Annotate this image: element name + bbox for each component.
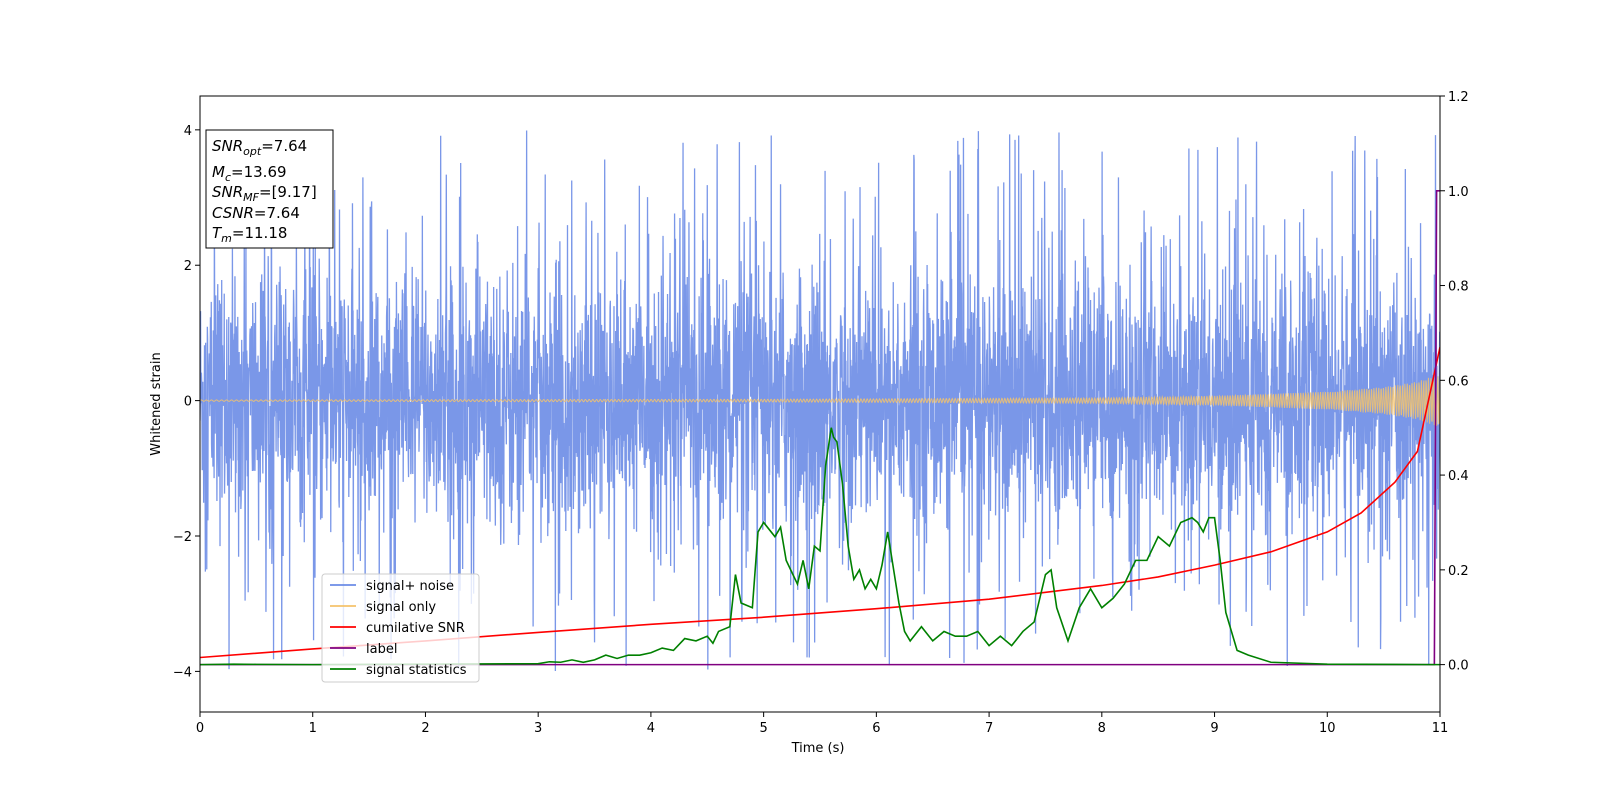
x-tick-label: 5 xyxy=(759,721,767,736)
info-tm: Tm=11.18 xyxy=(212,224,287,245)
y2-tick-label: 1.2 xyxy=(1448,90,1469,105)
y-tick-label: 4 xyxy=(184,124,192,139)
x-axis-label: Time (s) xyxy=(791,741,845,756)
x-tick-label: 7 xyxy=(985,721,993,736)
y2-tick-label: 0.0 xyxy=(1448,659,1469,674)
y-tick-label: 2 xyxy=(184,259,192,274)
legend-label: signal+ noise xyxy=(366,579,454,594)
info-box-frame xyxy=(205,129,334,249)
legend-frame xyxy=(321,573,480,683)
info-snr-mf: SNRMF=[9.17] xyxy=(212,183,317,204)
series-signal-noise xyxy=(200,130,1440,671)
plot-frame xyxy=(199,95,1441,713)
plot-data-layer xyxy=(200,130,1440,671)
legend-items: signal+ noise signal only cumilative SNR la… xyxy=(330,579,467,678)
legend-label: signal only xyxy=(366,600,436,615)
info-box: SNRopt=7.64 Mc=13.69 SNRMF=[9.17] CSNR=7… xyxy=(205,129,334,249)
x-tick-label: 3 xyxy=(534,721,542,736)
series-signal-only xyxy=(200,374,1440,427)
legend-label: cumilative SNR xyxy=(366,621,465,636)
y2-tick-label: 1.0 xyxy=(1448,185,1469,200)
info-csnr: CSNR=7.64 xyxy=(212,204,300,222)
y2-tick-label: 0.2 xyxy=(1448,564,1469,579)
x-tick-label: 10 xyxy=(1319,721,1336,736)
legend: signal+ noise signal only cumilative SNR la… xyxy=(321,573,480,683)
x-tick-label: 4 xyxy=(647,721,655,736)
y2-tick-label: 0.6 xyxy=(1448,374,1469,389)
series-cumilative-snr xyxy=(200,346,1440,659)
y-tick-label: −2 xyxy=(173,530,192,545)
legend-label: signal statistics xyxy=(366,663,467,678)
x-axis: 0 1 2 3 4 5 6 7 8 9 10 11 xyxy=(196,712,1448,736)
x-tick-label: 2 xyxy=(421,721,429,736)
series-group xyxy=(200,130,1440,671)
x-tick-label: 11 xyxy=(1432,721,1449,736)
x-tick-label: 1 xyxy=(309,721,317,736)
info-snr-opt: SNRopt=7.64 xyxy=(212,137,307,158)
legend-label: label xyxy=(366,642,397,657)
series-label xyxy=(200,189,1440,666)
x-tick-label: 9 xyxy=(1210,721,1218,736)
y-tick-label: 0 xyxy=(184,395,192,410)
y2-tick-label: 0.8 xyxy=(1448,280,1469,295)
x-tick-label: 6 xyxy=(872,721,880,736)
series-signal-statistics xyxy=(200,427,1440,666)
y-axis-right: 0.0 0.2 0.4 0.6 0.8 1.0 1.2 xyxy=(1440,90,1469,674)
y-tick-label: −4 xyxy=(173,665,192,680)
x-tick-label: 8 xyxy=(1098,721,1106,736)
x-tick-label: 0 xyxy=(196,721,204,736)
y-axis-label: Whitened strain xyxy=(149,352,164,455)
y2-tick-label: 0.4 xyxy=(1448,469,1469,484)
info-mc: Mc=13.69 xyxy=(212,163,287,184)
y-axis-left: −4 −2 0 2 4 xyxy=(173,124,200,680)
